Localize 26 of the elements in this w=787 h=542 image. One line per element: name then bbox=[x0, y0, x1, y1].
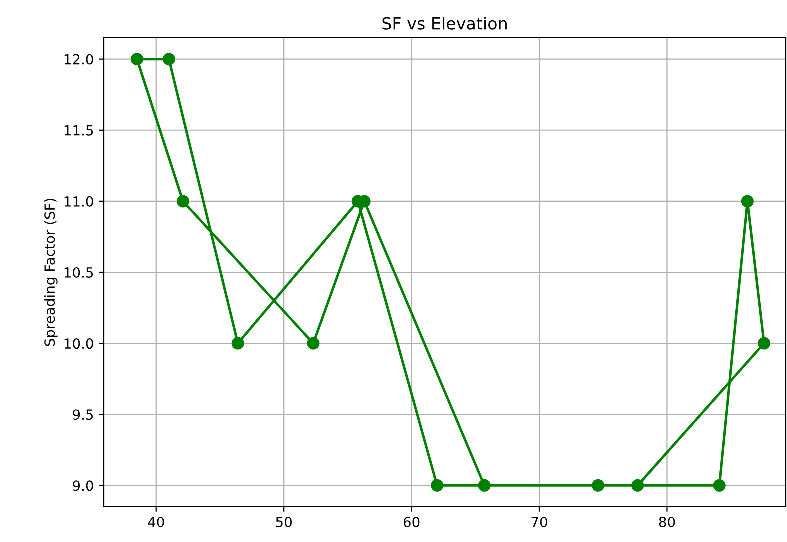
point bbox=[713, 479, 726, 492]
point bbox=[232, 337, 244, 350]
chart-title: SF vs Elevation bbox=[382, 17, 507, 30]
y-axis-title: Spreading Factor (SF) bbox=[44, 199, 58, 346]
point bbox=[741, 195, 754, 208]
x-tick-label: 60 bbox=[404, 516, 420, 528]
x-tick-label: 40 bbox=[148, 516, 164, 528]
x-tick-label: 70 bbox=[532, 516, 548, 528]
point bbox=[130, 53, 144, 66]
y-tick-label: 9.5 bbox=[73, 410, 94, 420]
point bbox=[176, 195, 190, 208]
y-tick-label: 10.0 bbox=[64, 338, 94, 350]
point bbox=[307, 337, 320, 350]
point bbox=[592, 479, 605, 492]
y-tick-label: 11.0 bbox=[64, 196, 94, 207]
y-tick-label: 12.0 bbox=[64, 54, 94, 65]
point bbox=[758, 337, 771, 350]
y-tick-label: 9.0 bbox=[73, 480, 94, 492]
point bbox=[632, 479, 644, 492]
point bbox=[162, 53, 176, 66]
y-tick-label: 11.5 bbox=[64, 126, 94, 136]
x-tick-label: 80 bbox=[659, 516, 676, 528]
y-tick-label: 10.5 bbox=[64, 267, 94, 278]
x-tick-label: 50 bbox=[276, 516, 292, 528]
point bbox=[431, 479, 444, 492]
point bbox=[478, 479, 491, 492]
